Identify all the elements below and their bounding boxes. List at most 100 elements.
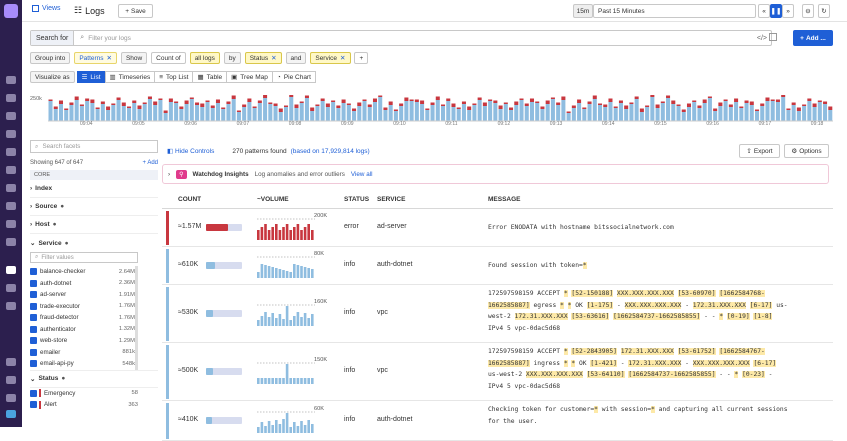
histogram-error-bar[interactable] — [247, 98, 252, 103]
histogram-bar[interactable] — [320, 101, 325, 121]
histogram-bar[interactable] — [786, 110, 791, 121]
histogram-error-bar[interactable] — [195, 102, 200, 106]
histogram-bar[interactable] — [226, 104, 231, 121]
histogram-error-bar[interactable] — [613, 106, 618, 109]
histogram-error-bar[interactable] — [629, 102, 634, 105]
service-filter-input[interactable]: ⌕ Filter values — [30, 252, 138, 263]
histogram-error-bar[interactable] — [592, 95, 597, 100]
histogram-bar[interactable] — [556, 105, 561, 121]
histogram-bar[interactable] — [488, 101, 493, 121]
col-message[interactable]: MESSAGE — [488, 195, 521, 203]
user-avatar[interactable] — [6, 410, 16, 418]
histogram-error-bar[interactable] — [603, 104, 608, 108]
histogram-bar[interactable] — [336, 108, 341, 121]
histogram-error-bar[interactable] — [676, 104, 681, 107]
histogram-error-bar[interactable] — [472, 103, 477, 106]
histogram-bar[interactable] — [163, 113, 168, 121]
histogram-error-bar[interactable] — [660, 101, 665, 104]
histogram-error-bar[interactable] — [760, 103, 765, 107]
histogram-error-bar[interactable] — [446, 98, 451, 102]
histogram-error-bar[interactable] — [529, 98, 534, 103]
copy-icon[interactable] — [769, 33, 777, 41]
histogram-error-bar[interactable] — [184, 100, 189, 105]
histogram-error-bar[interactable] — [655, 104, 660, 109]
histogram-error-bar[interactable] — [692, 100, 697, 103]
histogram-error-bar[interactable] — [132, 100, 137, 104]
histogram-bar[interactable] — [718, 106, 723, 121]
histogram-error-bar[interactable] — [509, 107, 514, 111]
facet-value-row[interactable]: fraud-detector 1.76M — [30, 312, 135, 324]
core-section-header[interactable]: CORE — [30, 170, 158, 180]
histogram-bar[interactable] — [571, 108, 576, 121]
histogram-error-bar[interactable] — [215, 99, 220, 104]
histogram-bar[interactable] — [775, 102, 780, 121]
histogram-error-bar[interactable] — [556, 102, 561, 106]
histogram-bar[interactable] — [592, 99, 597, 121]
histogram-error-bar[interactable] — [425, 108, 430, 111]
histogram-error-bar[interactable] — [200, 103, 205, 108]
histogram-bar[interactable] — [132, 103, 137, 121]
histogram-error-bar[interactable] — [550, 97, 555, 100]
notebook-nav-icon[interactable] — [6, 184, 16, 192]
checkbox-checked-icon[interactable] — [30, 337, 37, 345]
histogram-bar[interactable] — [310, 111, 315, 121]
checkbox-checked-icon[interactable] — [30, 302, 37, 310]
apm-nav-icon[interactable] — [6, 166, 16, 174]
hide-controls-button[interactable]: ◧ Hide Controls — [167, 148, 215, 155]
histogram-error-bar[interactable] — [268, 102, 273, 105]
histogram-error-bar[interactable] — [598, 103, 603, 106]
histogram-error-bar[interactable] — [488, 99, 493, 102]
histogram-bar[interactable] — [598, 105, 603, 121]
col-volume[interactable]: ~VOLUME — [257, 195, 289, 203]
histogram-bar[interactable] — [707, 98, 712, 121]
histogram-bar[interactable] — [325, 107, 330, 121]
histogram-bar[interactable] — [509, 110, 514, 121]
histogram-bar[interactable] — [137, 109, 142, 121]
histogram-bar[interactable] — [221, 109, 226, 121]
table-row[interactable]: ≈1.57M 200K error ad-server Error ENODATA wi… — [162, 209, 833, 247]
histogram-bar[interactable] — [456, 109, 461, 121]
table-row[interactable]: ≈530K 160K info vpc 172597598159 ACCEPT * [5… — [162, 285, 833, 343]
histogram-error-bar[interactable] — [362, 99, 367, 102]
histogram-bar[interactable] — [545, 104, 550, 121]
histogram-error-bar[interactable] — [388, 101, 393, 106]
security-nav-icon[interactable] — [6, 284, 16, 292]
histogram-error-bar[interactable] — [571, 105, 576, 109]
tab-list[interactable]: ☰ List — [76, 71, 106, 83]
histogram-error-bar[interactable] — [781, 95, 786, 97]
histogram-bar[interactable] — [393, 111, 398, 121]
histogram-bar[interactable] — [482, 106, 487, 121]
histogram-bar[interactable] — [414, 102, 419, 121]
log-histogram[interactable] — [48, 95, 833, 127]
code-toggle-icon[interactable]: </> — [756, 34, 767, 42]
histogram-bar[interactable] — [540, 109, 545, 121]
histogram-error-bar[interactable] — [707, 96, 712, 99]
histogram-bar[interactable] — [378, 97, 383, 121]
histogram-error-bar[interactable] — [273, 103, 278, 107]
histogram-bar[interactable] — [519, 100, 524, 121]
histogram-bar[interactable] — [289, 97, 294, 121]
histogram-bar[interactable] — [90, 103, 95, 121]
histogram-bar[interactable] — [477, 100, 482, 121]
team-nav-icon[interactable] — [6, 394, 16, 402]
facet-value-row[interactable]: authenticator 1.32M — [30, 324, 135, 336]
histogram-bar[interactable] — [147, 99, 152, 121]
histogram-error-bar[interactable] — [697, 105, 702, 109]
histogram-bar[interactable] — [807, 101, 812, 121]
histogram-bar[interactable] — [304, 98, 309, 121]
histogram-error-bar[interactable] — [378, 95, 383, 98]
histogram-bar[interactable] — [341, 103, 346, 121]
close-icon[interactable]: ✕ — [106, 55, 112, 62]
histogram-bar[interactable] — [713, 111, 718, 121]
histogram-bar[interactable] — [95, 109, 100, 121]
histogram-error-bar[interactable] — [320, 98, 325, 102]
histogram-error-bar[interactable] — [69, 102, 74, 106]
table-row[interactable]: ≈500K 150K info vpc 172597598159 ACCEPT * [5… — [162, 343, 833, 401]
status-chip[interactable]: Status ✕ — [244, 52, 282, 64]
histogram-error-bar[interactable] — [111, 103, 116, 106]
histogram-bar[interactable] — [273, 106, 278, 121]
checkbox-checked-icon[interactable] — [30, 314, 37, 322]
histogram-bar[interactable] — [618, 103, 623, 121]
histogram-bar[interactable] — [697, 108, 702, 121]
histogram-error-bar[interactable] — [728, 104, 733, 108]
